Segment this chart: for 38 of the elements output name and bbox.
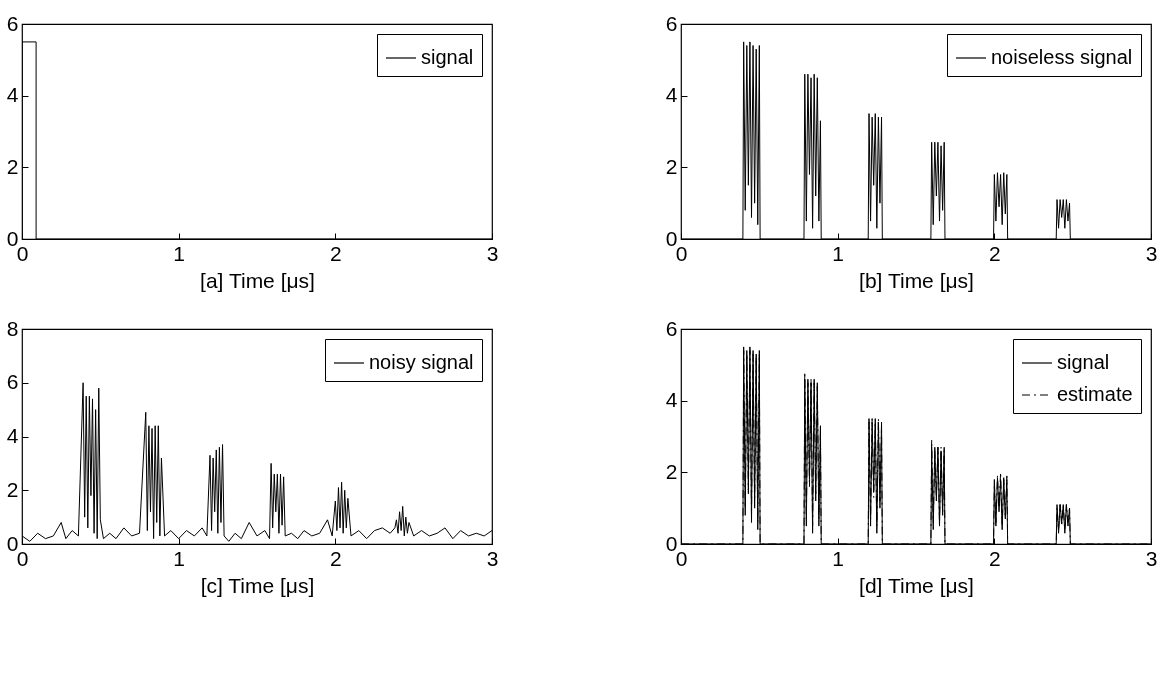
x-tick-label: 2	[988, 546, 1001, 570]
y-tick-label: 6	[665, 316, 678, 340]
legend-label: estimate	[1057, 383, 1133, 405]
y-tick-label: 4	[665, 388, 678, 412]
x-tick-label: 1	[173, 241, 186, 265]
y-tick-label: 2	[6, 154, 19, 178]
legend-label: signal	[421, 46, 474, 68]
y-tick-label: 2	[665, 154, 678, 178]
x-tick-label: 1	[832, 241, 845, 265]
legend-label: noisy signal	[369, 351, 474, 373]
x-tick-label: 1	[832, 546, 845, 570]
legend-label: noiseless signal	[991, 46, 1133, 68]
x-tick-label: 3	[1145, 241, 1158, 265]
x-tick-label: 3	[1145, 546, 1158, 570]
x-axis-title: [b] Time [μs]	[859, 268, 974, 292]
x-tick-label: 2	[329, 546, 342, 570]
y-tick-label: 0	[665, 531, 678, 555]
legend-label: signal	[1057, 351, 1110, 373]
y-tick-label: 6	[6, 11, 19, 35]
x-tick-label: 1	[173, 546, 186, 570]
y-tick-label: 0	[665, 226, 678, 250]
x-tick-label: 3	[486, 241, 499, 265]
y-tick-label: 4	[665, 83, 678, 107]
y-tick-label: 2	[6, 477, 19, 501]
y-tick-label: 6	[6, 370, 19, 394]
y-tick-label: 4	[6, 83, 19, 107]
y-tick-label: 8	[6, 316, 19, 340]
x-tick-label: 3	[486, 546, 499, 570]
x-tick-label: 2	[329, 241, 342, 265]
x-tick-label: 2	[988, 241, 1001, 265]
y-tick-label: 6	[665, 11, 678, 35]
y-tick-label: 0	[6, 226, 19, 250]
x-axis-title: [d] Time [μs]	[859, 573, 974, 597]
x-axis-title: [c] Time [μs]	[200, 573, 315, 597]
x-axis-title: [a] Time [μs]	[200, 268, 315, 292]
y-tick-label: 2	[665, 459, 678, 483]
y-tick-label: 0	[6, 531, 19, 555]
y-tick-label: 4	[6, 424, 19, 447]
